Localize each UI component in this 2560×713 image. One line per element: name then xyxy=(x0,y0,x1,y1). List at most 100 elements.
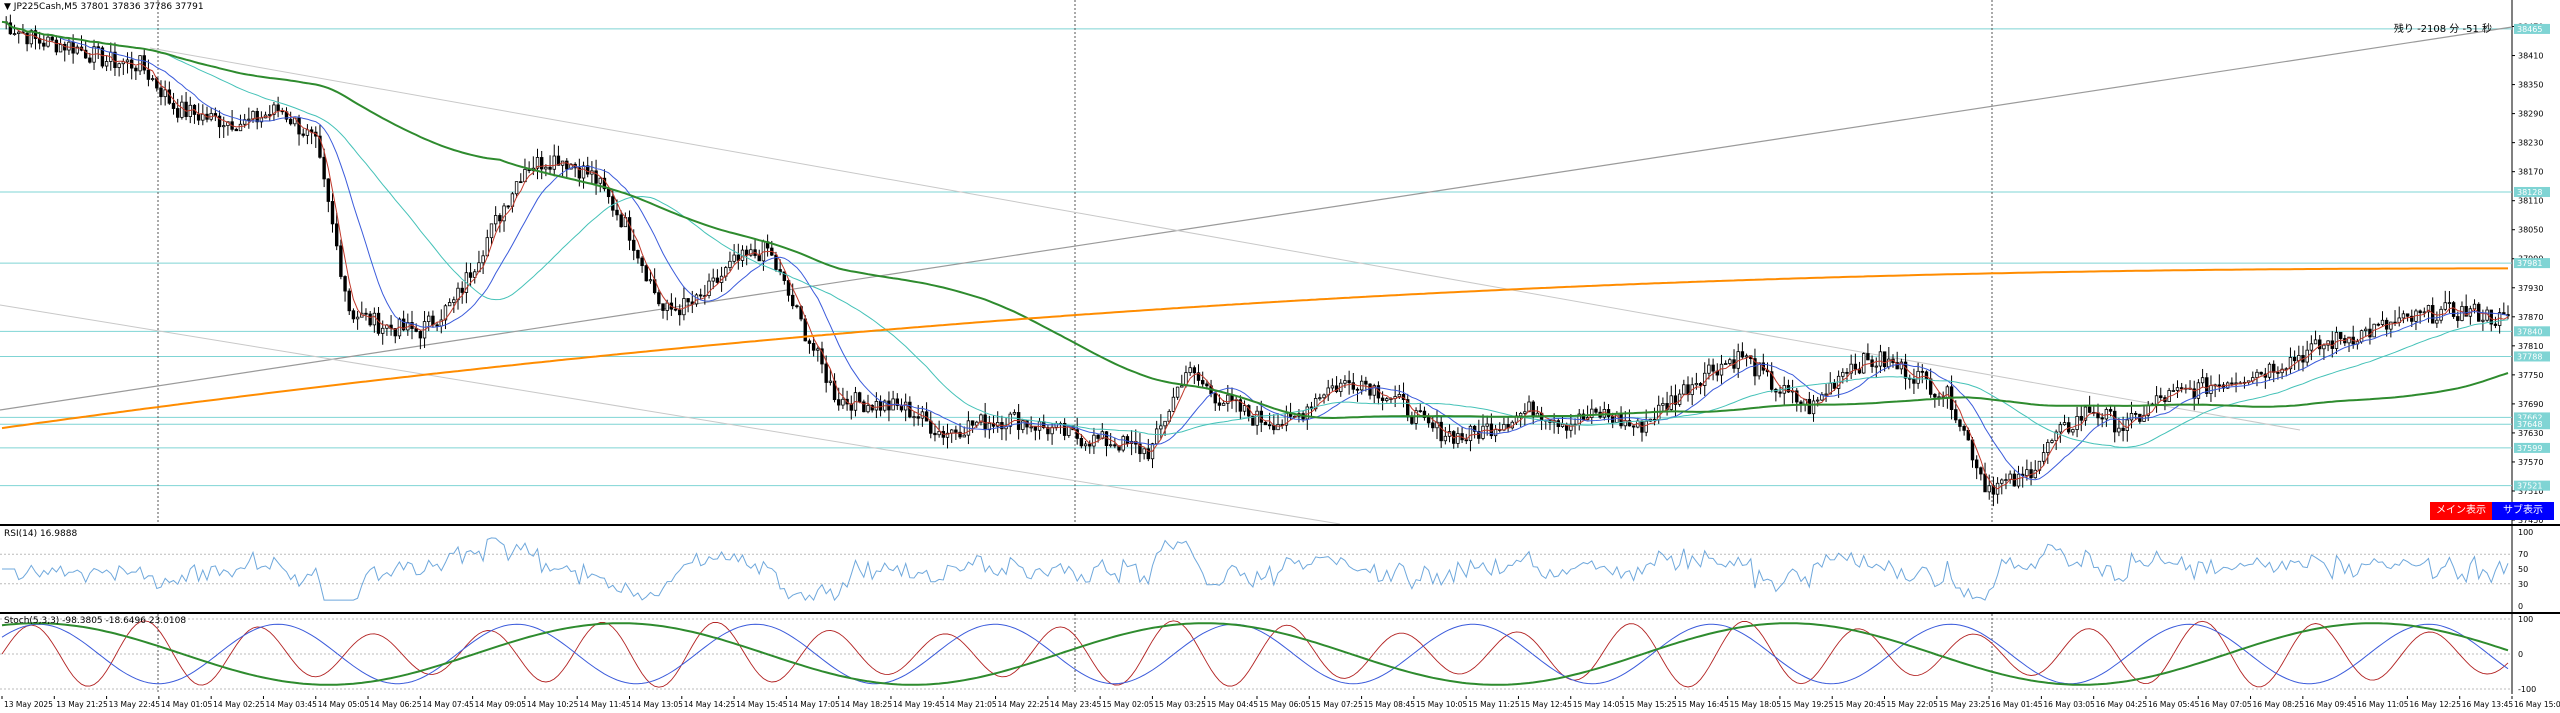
rsi-label: RSI(14) 16.9888 xyxy=(4,529,78,539)
sub-display-button[interactable]: サブ表示 xyxy=(2492,502,2554,520)
candle-body xyxy=(1397,393,1402,397)
candle-body xyxy=(234,128,238,132)
stochastic-subwindow[interactable]: 100 0 -100 xyxy=(0,614,2560,694)
candle-body xyxy=(816,348,820,351)
candle-body xyxy=(2418,310,2422,314)
candle-body xyxy=(1698,383,1703,386)
rsi-tick-label: 50 xyxy=(2518,565,2528,574)
candle-body xyxy=(2389,321,2393,330)
candle-body xyxy=(2217,384,2222,387)
candle-body xyxy=(1221,402,1226,406)
candle-body xyxy=(2041,452,2046,462)
candle-body xyxy=(50,36,54,41)
time-tick-label: 16 May 08:25 xyxy=(2253,700,2305,709)
candle-body xyxy=(619,214,623,228)
time-tick-label: 13 May 22:45 xyxy=(109,700,161,709)
time-tick-label: 14 May 15:45 xyxy=(736,700,788,709)
candle-body xyxy=(481,255,485,264)
candle-body xyxy=(1372,385,1376,396)
candle-body xyxy=(1723,363,1728,365)
candle-body xyxy=(1029,426,1033,429)
candle-body xyxy=(435,324,439,327)
candle-body xyxy=(255,110,259,123)
time-tick-label: 13 May 21:25 xyxy=(56,700,108,709)
rsi-subwindow[interactable]: 100 70 50 30 0 xyxy=(0,526,2560,612)
price-tick-label: 37810 xyxy=(2518,342,2543,351)
candle-body xyxy=(577,167,582,179)
collapse-triangle-icon[interactable]: ▼ xyxy=(4,2,14,12)
candle-body xyxy=(1485,423,1489,427)
candle-body xyxy=(2326,340,2330,346)
candle-body xyxy=(447,302,452,307)
level-tag xyxy=(2514,419,2550,430)
candle-body xyxy=(807,340,812,344)
candle-body xyxy=(1410,416,1414,424)
level-tag-label: 37648 xyxy=(2517,420,2542,429)
candle-body xyxy=(460,287,464,293)
candle-body xyxy=(113,51,117,68)
candle-body xyxy=(791,294,795,307)
candle-body xyxy=(2071,429,2075,433)
price-chart[interactable]: 3847038410383503829038230381703811038050… xyxy=(0,0,2560,525)
candle-body xyxy=(1841,371,1845,377)
candle-body xyxy=(159,87,163,98)
candle-body xyxy=(247,118,251,121)
candle-body xyxy=(180,101,184,118)
candle-body xyxy=(686,298,690,303)
candle-body xyxy=(1259,410,1263,423)
candle-body xyxy=(1682,384,1686,395)
candle-body xyxy=(1531,401,1535,418)
candle-body xyxy=(1527,401,1531,413)
rsi-tick-label: 0 xyxy=(2518,602,2523,611)
candle-body xyxy=(8,22,13,35)
candle-body xyxy=(1673,395,1678,405)
candle-body xyxy=(2267,363,2272,378)
price-tick-label: 38050 xyxy=(2518,226,2543,235)
trendline-lower xyxy=(0,304,1341,525)
rsi-tick-label: 100 xyxy=(2518,528,2533,537)
candle-body xyxy=(297,117,301,135)
candle-body xyxy=(83,49,88,59)
candle-body xyxy=(1590,408,1594,418)
candle-body xyxy=(1556,420,1561,427)
candle-body xyxy=(1343,380,1347,384)
candle-body xyxy=(598,177,602,184)
bar-countdown: 残り -2108 分 -51 秒 xyxy=(2393,24,2492,35)
candle-body xyxy=(644,265,648,282)
rsi-canvas[interactable]: 100 70 50 30 0 xyxy=(0,526,2560,612)
candle-body xyxy=(1569,423,1573,431)
candle-body xyxy=(732,254,736,262)
candle-body xyxy=(824,363,828,383)
time-tick-label: 16 May 15:05 xyxy=(2514,700,2560,709)
candle-body xyxy=(1631,425,1636,428)
time-tick-label: 14 May 07:45 xyxy=(422,700,474,709)
main-display-button[interactable]: メイン表示 xyxy=(2430,502,2492,520)
candle-body xyxy=(104,61,109,67)
candle-body xyxy=(276,104,280,112)
candle-body xyxy=(795,305,799,308)
time-tick-label: 14 May 09:05 xyxy=(475,700,527,709)
candle-body xyxy=(1778,391,1782,394)
candle-body xyxy=(88,57,92,63)
pane-separator[interactable] xyxy=(0,524,2560,526)
time-axis: 13 May 2025 13 May 21:25 13 May 22:45 14 Ma… xyxy=(0,694,2560,709)
pane-separator[interactable] xyxy=(0,612,2560,614)
time-tick-label: 14 May 11:45 xyxy=(579,700,631,709)
stochastic-canvas[interactable]: 100 0 -100 xyxy=(0,614,2560,694)
candle-body xyxy=(2334,331,2339,349)
candle-body xyxy=(1769,371,1774,390)
price-chart-canvas[interactable]: 3847038410383503829038230381703811038050… xyxy=(0,0,2560,525)
candle-body xyxy=(2179,387,2184,390)
candle-body xyxy=(167,89,172,104)
candle-body xyxy=(1046,427,1050,435)
candle-body xyxy=(958,431,962,438)
candle-body xyxy=(1171,396,1176,412)
candle-body xyxy=(661,303,665,311)
candle-body xyxy=(150,78,155,80)
candle-body xyxy=(347,290,351,312)
candle-body xyxy=(443,305,448,321)
candle-body xyxy=(1862,353,1866,374)
candle-body xyxy=(1121,436,1125,451)
candle-body xyxy=(1205,383,1209,387)
candle-body xyxy=(322,156,326,180)
